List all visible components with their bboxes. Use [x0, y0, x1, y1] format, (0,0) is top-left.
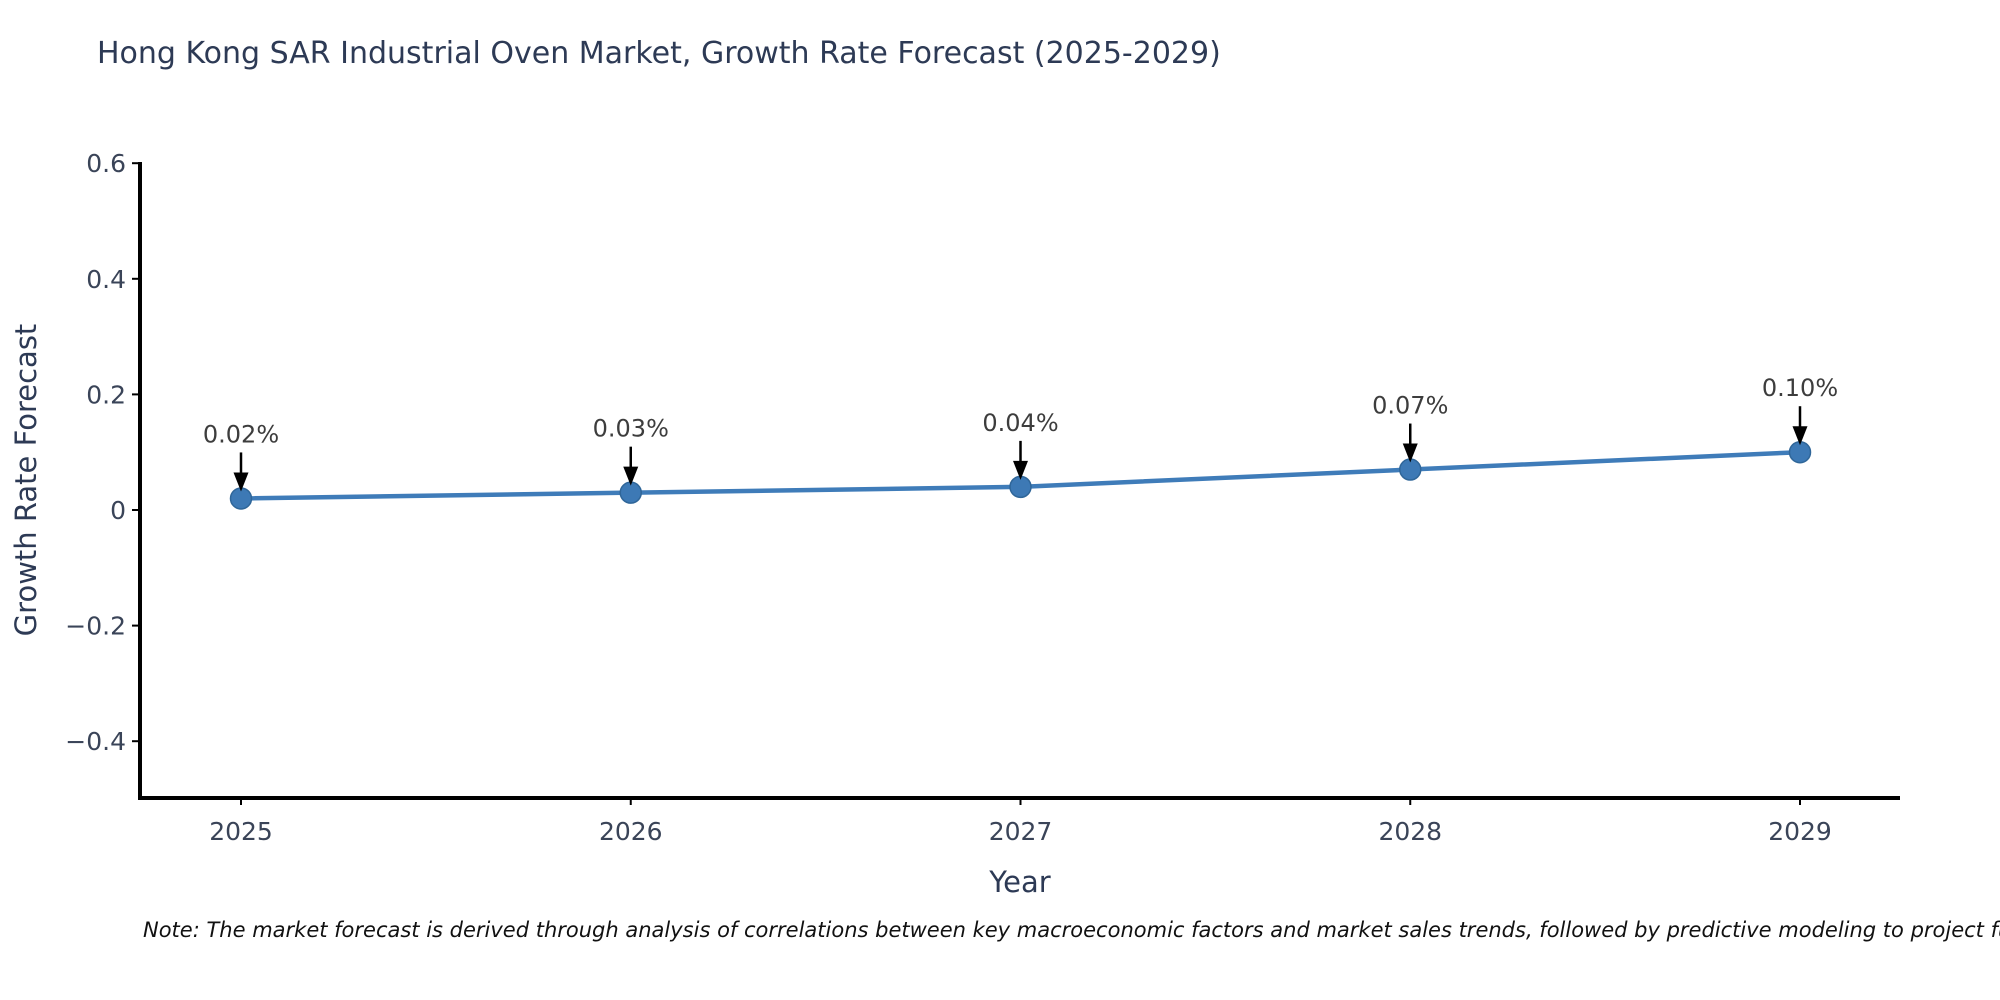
- x-tick-label: 2025: [209, 817, 273, 846]
- annotation-arrow-head: [1013, 460, 1028, 480]
- point-value-label: 0.02%: [203, 420, 279, 448]
- annotation-arrow-head: [623, 466, 639, 486]
- x-tick-label: 2026: [599, 817, 663, 846]
- x-tick-label: 2027: [989, 817, 1053, 846]
- y-tick-label: 0: [110, 496, 126, 525]
- footnote: Note: The market forecast is derived thr…: [143, 918, 2000, 942]
- x-tick-label: 2028: [1378, 817, 1442, 846]
- x-tick-label: 2029: [1768, 817, 1832, 846]
- y-tick-label: 0.2: [86, 380, 126, 409]
- annotation-arrow-head: [233, 472, 249, 492]
- footnote-text: Note: The market forecast is derived thr…: [143, 918, 2000, 942]
- y-tick-label: −0.4: [65, 727, 126, 756]
- y-tick-label: 0.4: [86, 265, 126, 294]
- x-axis-label: Year: [988, 865, 1050, 899]
- annotation-arrow-head: [1792, 426, 1808, 446]
- y-tick-label: 0.6: [86, 149, 126, 178]
- annotation-arrow-head: [1402, 443, 1418, 463]
- point-value-label: 0.07%: [1372, 392, 1448, 420]
- chart-title: Hong Kong SAR Industrial Oven Market, Gr…: [97, 36, 1221, 71]
- point-value-label: 0.04%: [982, 409, 1058, 437]
- point-value-label: 0.03%: [593, 415, 669, 443]
- y-axis-label: Growth Rate Forecast: [9, 324, 43, 637]
- point-value-label: 0.10%: [1762, 374, 1838, 402]
- y-tick-label: −0.2: [65, 612, 126, 641]
